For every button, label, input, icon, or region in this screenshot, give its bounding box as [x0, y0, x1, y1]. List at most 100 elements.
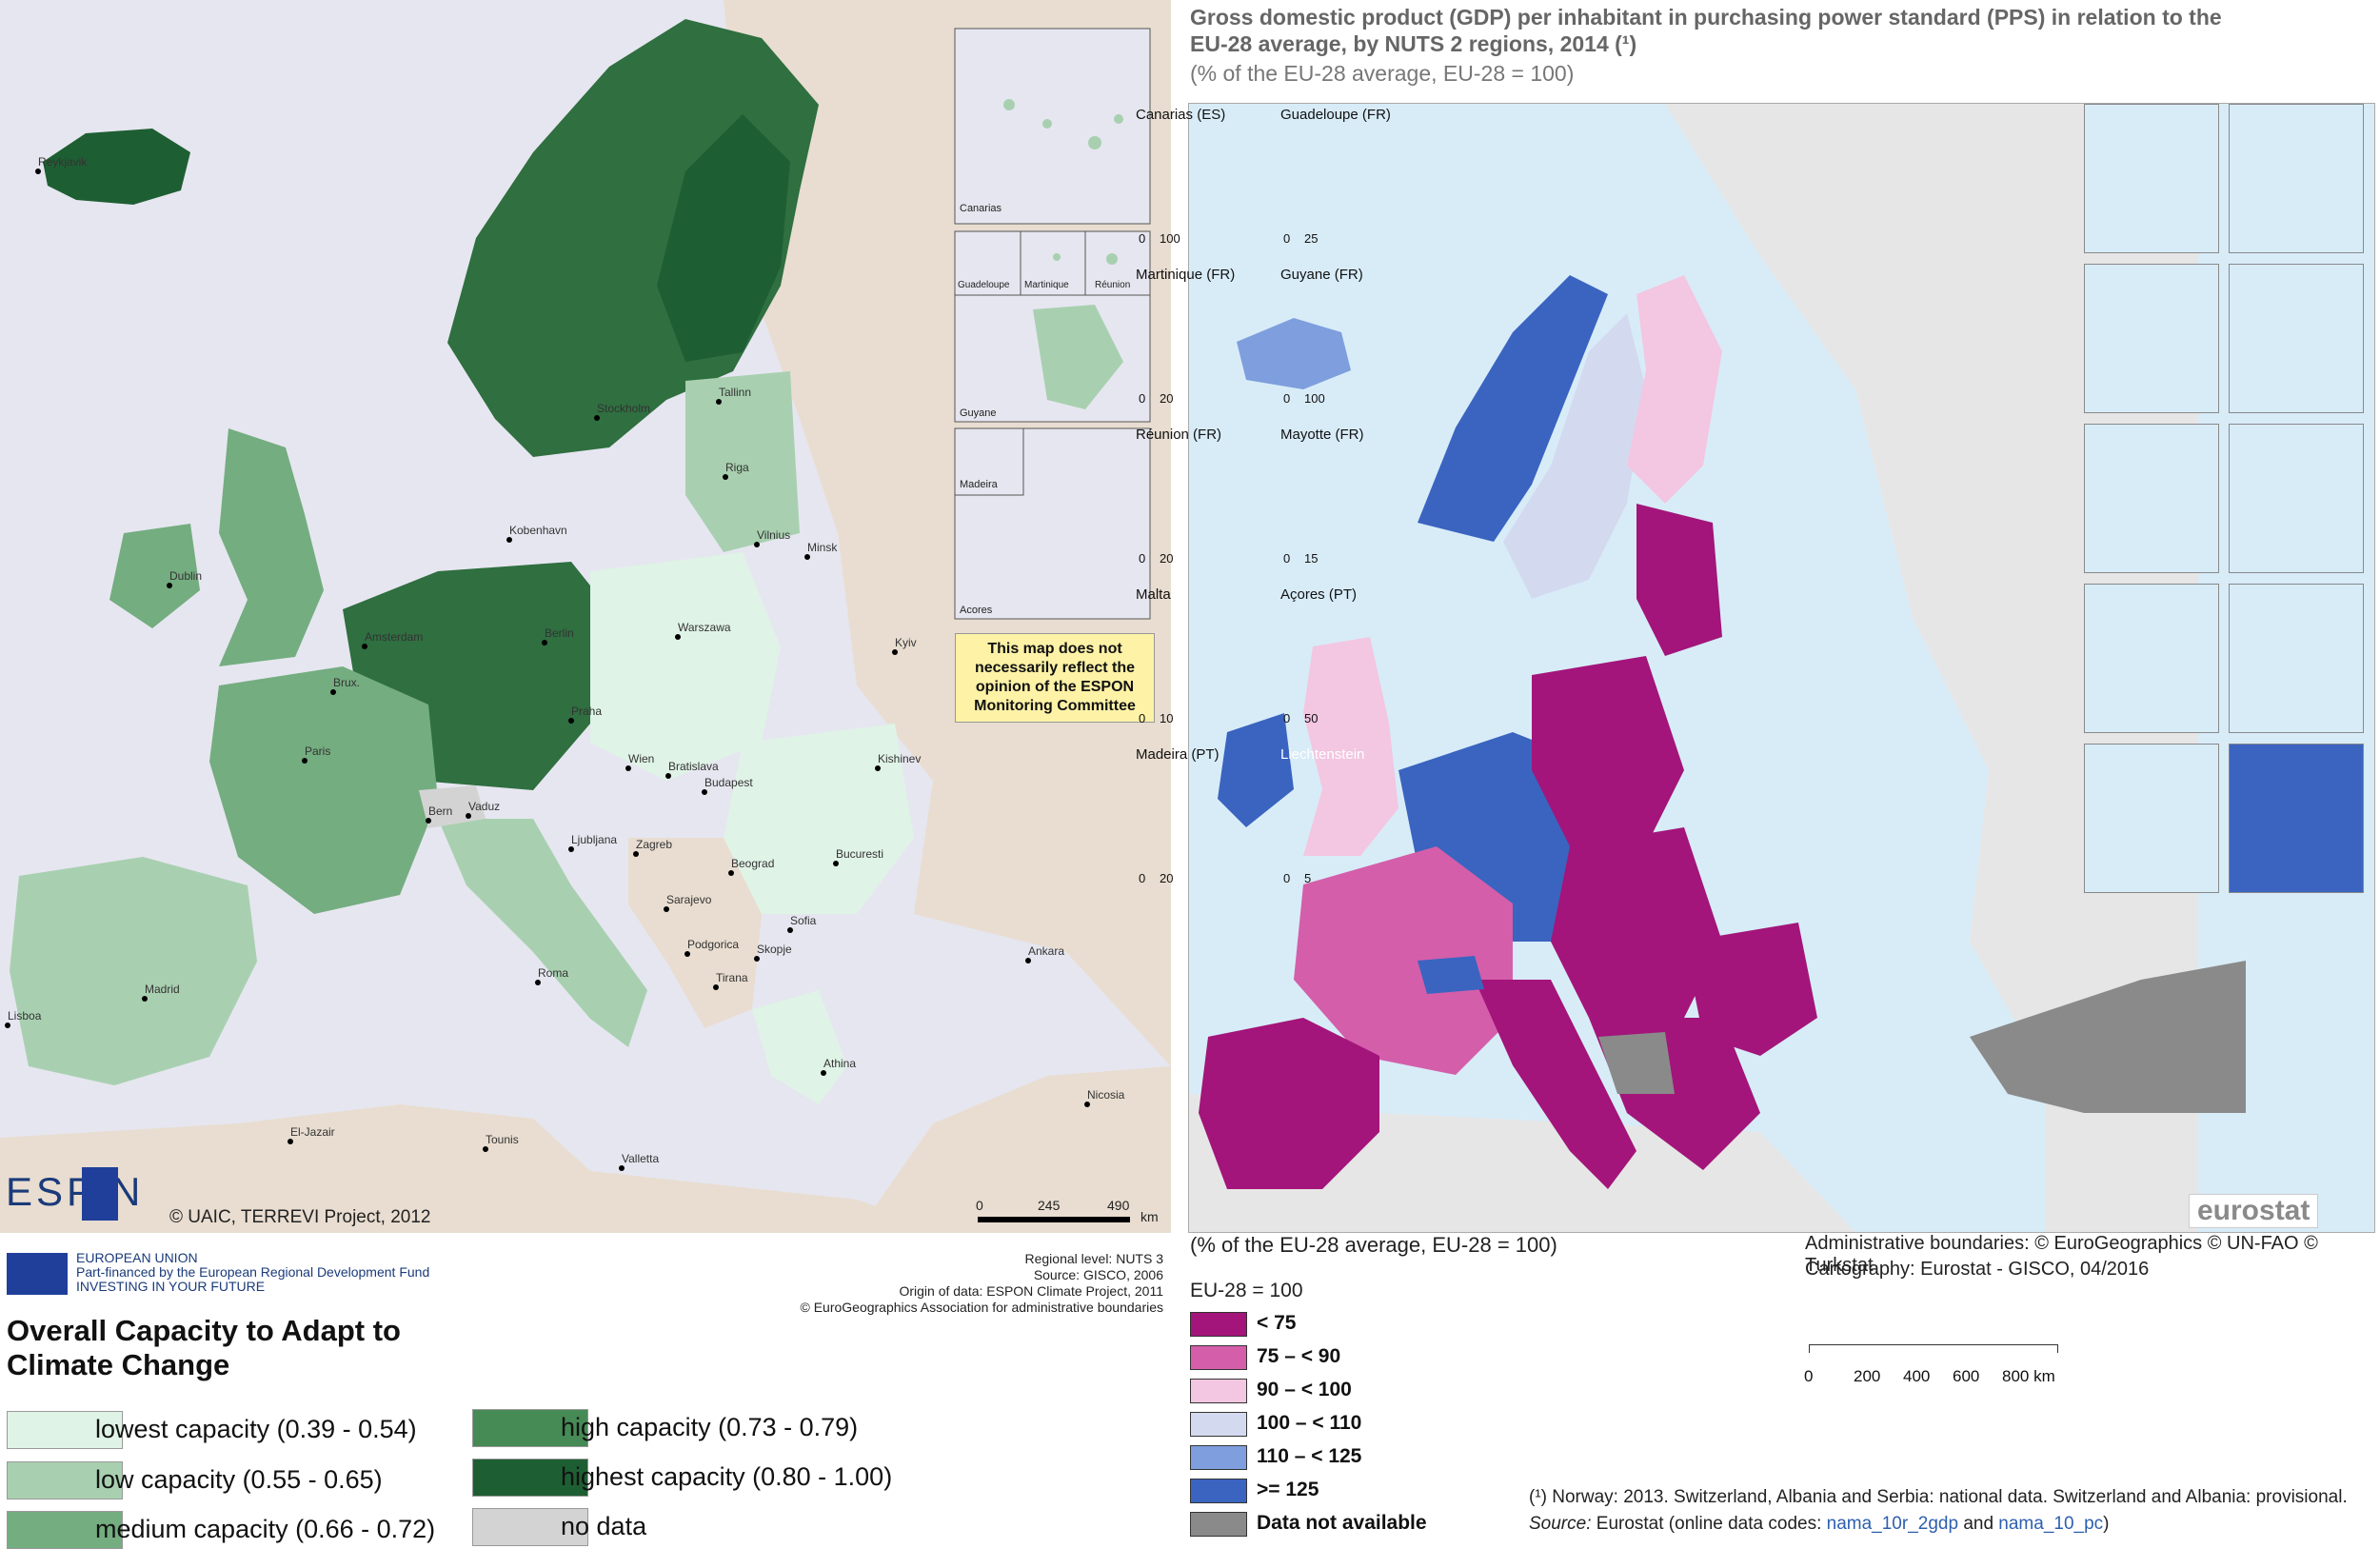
inset-scale-max: 10 — [1160, 711, 1174, 725]
right-scale-bar — [1809, 1344, 2058, 1353]
italy — [438, 819, 647, 1047]
city-dot — [619, 1165, 625, 1171]
eu-text-line-3: INVESTING IN YOUR FUTURE — [76, 1279, 266, 1294]
city-label: Sarajevo — [666, 893, 712, 906]
inset-label: Madeira (PT) — [1136, 746, 1220, 763]
source-code-2-link[interactable]: nama_10_pc — [1998, 1514, 2104, 1534]
source-code-1-link[interactable]: nama_10r_2gdp — [1826, 1514, 1959, 1534]
legend-label: medium capacity (0.66 - 0.72) — [95, 1515, 436, 1543]
source-prefix: Source: — [1529, 1514, 1592, 1534]
source-and: and — [1963, 1514, 1994, 1534]
inset-scale-0: 0 — [1283, 551, 1291, 566]
inset-scale-max: 20 — [1160, 871, 1174, 885]
city-dot — [466, 813, 471, 819]
inset-scale-0: 0 — [1139, 711, 1146, 725]
legend-label: < 75 — [1257, 1312, 1297, 1334]
right-admin-boundaries: Administrative boundaries: © EuroGeograp… — [1805, 1233, 2318, 1276]
turkey — [1970, 961, 2246, 1113]
sweden — [1503, 313, 1646, 599]
non-eu-land-grey — [1189, 104, 2198, 1232]
city-dot — [754, 542, 760, 547]
city-label: Podgorica — [687, 938, 740, 951]
city-dot — [702, 789, 707, 795]
city-dot — [535, 980, 541, 985]
legend-label: lowest capacity (0.39 - 0.54) — [95, 1415, 417, 1443]
inset-label-guadeloupe: Guadeloupe — [958, 280, 1010, 290]
left-map-panel: Canarias Guadeloupe Martinique Réunion G… — [0, 0, 1171, 1233]
legend-swatch — [1190, 1479, 1247, 1503]
city-label: Ljubljana — [571, 833, 618, 846]
city-label: Vaduz — [468, 800, 501, 813]
city-dot — [821, 1070, 826, 1076]
legend-swatch — [7, 1411, 123, 1449]
city-label: Minsk — [807, 541, 838, 554]
legend-label: no data — [561, 1512, 647, 1540]
city-dot — [713, 984, 719, 990]
inset-canarias — [2084, 104, 2219, 253]
source-line-2: Source: GISCO, 2006 — [1033, 1267, 1163, 1282]
legend-label: 110 – < 125 — [1257, 1445, 1362, 1467]
left-scale-unit: km — [1140, 1209, 1159, 1224]
right-cartography: Cartography: Eurostat - GISCO, 04/2016 — [1805, 1259, 2150, 1280]
norway — [1418, 275, 1608, 542]
legend-label: Data not available — [1257, 1512, 1427, 1534]
scale-tick-label: 0 — [1804, 1367, 1814, 1385]
legend-label: 100 – < 110 — [1257, 1412, 1362, 1434]
city-label: Riga — [725, 461, 749, 474]
inset-scale-0: 0 — [1139, 551, 1146, 566]
ireland — [109, 524, 200, 628]
switzerland — [1418, 956, 1484, 994]
inset-label: Martinique (FR) — [1136, 267, 1236, 283]
source-line-1: Regional level: NUTS 3 — [1024, 1251, 1163, 1266]
finland — [657, 114, 790, 362]
city-label: Tounis — [486, 1133, 519, 1146]
city-dot — [1025, 958, 1031, 963]
baltics — [685, 371, 800, 552]
inset-scale-0: 0 — [1283, 711, 1291, 725]
inset-scale-0: 0 — [1139, 871, 1146, 885]
scale-tick-label: 200 — [1854, 1367, 1881, 1385]
city-dot — [5, 1023, 10, 1028]
city-dot — [167, 583, 172, 588]
city-dot — [716, 399, 722, 405]
right-subtitle: (% of the EU-28 average, EU-28 = 100) — [1190, 61, 1575, 86]
scale-tick-label: 600 — [1953, 1367, 1980, 1385]
espon-eu-flag-icon — [82, 1167, 118, 1221]
city-dot — [594, 415, 600, 421]
city-dot — [568, 846, 574, 852]
city-label: Dublin — [169, 569, 203, 583]
inset-label-acores: Acores — [960, 605, 993, 616]
city-dot — [35, 169, 41, 174]
eu-text-line-1: EUROPEAN UNION — [76, 1250, 198, 1265]
romania-bulgaria — [724, 724, 914, 914]
ireland — [1218, 713, 1294, 827]
city-label: Lisboa — [8, 1009, 42, 1023]
city-dot — [665, 773, 671, 779]
inset-scale-max: 20 — [1160, 391, 1174, 406]
france — [1294, 846, 1513, 1075]
inset-label: Açores (PT) — [1280, 586, 1358, 603]
inset-scale-max: 20 — [1160, 551, 1174, 566]
city-label: Kishinev — [878, 752, 922, 765]
great-britain — [219, 428, 324, 666]
right-legend-title: EU-28 = 100 — [1190, 1280, 1303, 1301]
scale-tick-label: 400 — [1903, 1367, 1931, 1385]
legend-swatch — [472, 1409, 588, 1447]
legend-swatch — [1190, 1312, 1247, 1337]
inset-madeira — [2084, 744, 2219, 893]
city-dot — [362, 644, 367, 649]
city-label: Kobenhavn — [509, 524, 567, 537]
western-balkans-non-eu — [1598, 1032, 1675, 1094]
source-line-4: © EuroGeographics Association for admini… — [800, 1300, 1163, 1315]
city-label: Berlin — [545, 626, 574, 640]
inset-label: Guyane (FR) — [1280, 267, 1363, 283]
inset-scale-max: 15 — [1304, 551, 1319, 566]
city-label: Kyiv — [895, 636, 917, 649]
left-scale-245: 245 — [1038, 1198, 1061, 1213]
inset-label: Malta — [1136, 586, 1171, 603]
right-unit-note: (% of the EU-28 average, EU-28 = 100) — [1190, 1233, 1557, 1257]
legend-swatch — [1190, 1379, 1247, 1403]
disclaimer-box: This map does not necessarily reflect th… — [955, 633, 1155, 723]
inset-label: Réunion (FR) — [1136, 427, 1222, 443]
inset-label: Guadeloupe (FR) — [1280, 107, 1391, 123]
